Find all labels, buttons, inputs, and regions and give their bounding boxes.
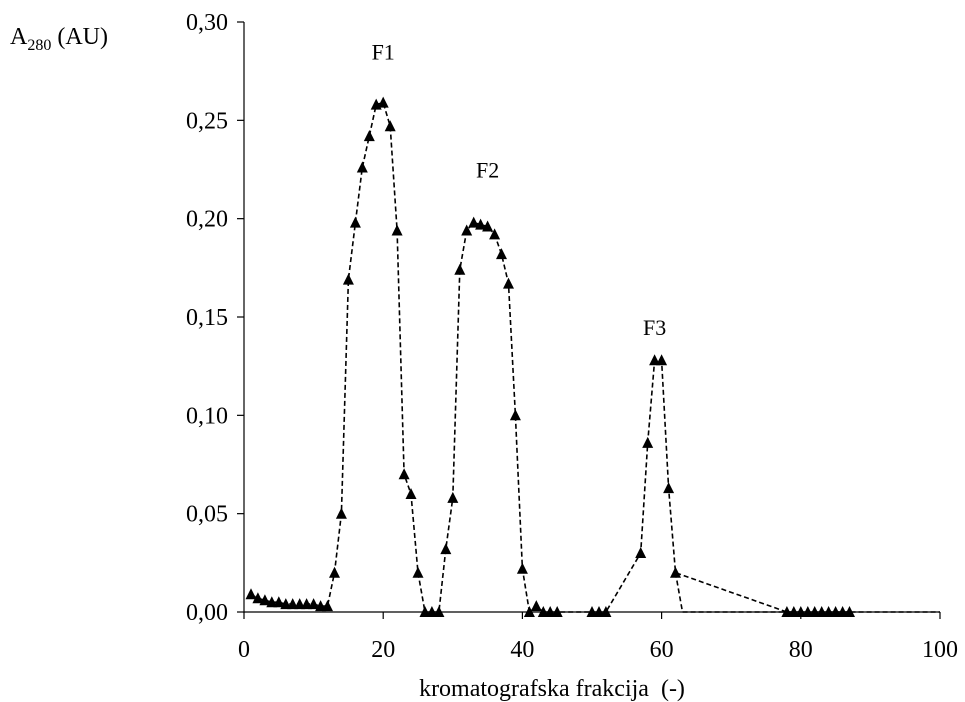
data-point-marker	[593, 606, 605, 617]
data-point-marker	[544, 606, 556, 617]
data-point-marker	[349, 216, 361, 228]
x-tick-label: 80	[789, 637, 813, 663]
data-point-marker	[503, 277, 514, 289]
data-point-marker	[398, 468, 410, 480]
plot-markers	[245, 96, 855, 617]
data-point-marker	[266, 596, 278, 608]
data-point-marker	[322, 600, 333, 612]
series-line	[250, 101, 850, 614]
x-tick-label: 60	[650, 637, 674, 663]
y-axis-title: A280 (AU)	[10, 24, 108, 54]
data-point-marker	[830, 606, 842, 617]
y-ticks: 0,00 0,05 0,10 0,15 0,20 0,25 0,30	[186, 10, 244, 626]
y-tick-label: 0,15	[186, 305, 228, 331]
data-point-marker	[273, 596, 285, 608]
data-point-marker	[656, 354, 668, 366]
data-point-marker	[802, 606, 814, 617]
data-point-marker	[335, 507, 347, 519]
data-point-marker	[649, 354, 661, 366]
data-point-marker	[426, 606, 438, 617]
data-point-marker	[795, 606, 807, 617]
data-point-marker	[454, 263, 466, 275]
y-axis-title-subscript: 280	[27, 37, 51, 54]
y-tick-label: 0,30	[186, 10, 228, 36]
data-point-marker	[523, 606, 535, 617]
x-tick-label: 0	[238, 637, 250, 663]
data-point-marker	[294, 598, 306, 610]
data-point-marker	[489, 228, 501, 240]
data-point-marker	[391, 224, 403, 236]
series-line	[674, 572, 940, 613]
data-point-marker	[245, 588, 257, 600]
data-point-marker	[844, 606, 855, 617]
data-point-marker	[315, 600, 327, 612]
data-point-marker	[600, 606, 612, 617]
data-point-marker	[433, 606, 445, 617]
data-point-marker	[781, 606, 793, 617]
data-point-marker	[816, 606, 828, 617]
plot-lines	[250, 101, 940, 614]
data-point-marker	[586, 606, 598, 617]
x-tick-label: 100	[922, 637, 958, 663]
data-point-marker	[530, 600, 542, 612]
x-tick-label: 20	[371, 637, 395, 663]
y-axis-title-main: A	[10, 24, 28, 50]
y-tick-label: 0,05	[186, 502, 228, 528]
data-point-marker	[412, 566, 424, 578]
data-point-marker	[342, 273, 354, 285]
y-tick-label: 0,10	[186, 403, 228, 429]
data-point-marker	[475, 218, 487, 230]
data-point-marker	[377, 96, 389, 108]
data-point-marker	[468, 216, 480, 228]
data-point-marker	[509, 409, 521, 421]
data-point-marker	[280, 598, 292, 610]
data-point-marker	[663, 482, 675, 494]
data-point-marker	[287, 598, 299, 610]
peak-label: F2	[476, 158, 499, 183]
data-point-marker	[496, 248, 507, 260]
peak-annotations: F1 F2 F3	[372, 40, 667, 340]
y-tick-label: 0,00	[186, 600, 228, 626]
data-point-marker	[259, 594, 271, 606]
x-ticks: 0 20 40 60 80 100	[238, 612, 958, 663]
data-point-marker	[537, 606, 549, 617]
data-point-marker	[384, 120, 396, 132]
data-point-marker	[642, 436, 654, 448]
data-point-marker	[440, 543, 452, 555]
data-point-marker	[447, 491, 459, 503]
data-point-marker	[809, 606, 821, 617]
data-point-marker	[308, 598, 320, 610]
data-point-marker	[551, 606, 563, 617]
data-point-marker	[329, 566, 340, 578]
data-point-marker	[461, 224, 473, 236]
data-point-marker	[363, 130, 375, 142]
data-point-marker	[405, 488, 417, 499]
y-tick-label: 0,20	[186, 207, 228, 233]
data-point-marker	[516, 562, 528, 574]
data-point-marker	[252, 592, 264, 604]
y-axis-title-unit: (AU)	[51, 24, 108, 50]
peak-label: F1	[372, 40, 395, 65]
peak-label: F3	[643, 315, 666, 340]
data-point-marker	[788, 606, 800, 617]
x-tick-label: 40	[510, 637, 534, 663]
data-point-marker	[823, 606, 835, 617]
data-point-marker	[419, 606, 431, 617]
axes	[243, 22, 940, 613]
data-point-marker	[670, 566, 681, 578]
y-tick-label: 0,25	[186, 108, 228, 134]
data-point-marker	[837, 606, 849, 617]
data-point-marker	[635, 547, 647, 558]
data-point-marker	[301, 598, 313, 610]
data-point-marker	[356, 161, 368, 173]
x-axis-title: kromatografska frakcija (-)	[419, 676, 685, 702]
data-point-marker	[482, 220, 494, 232]
